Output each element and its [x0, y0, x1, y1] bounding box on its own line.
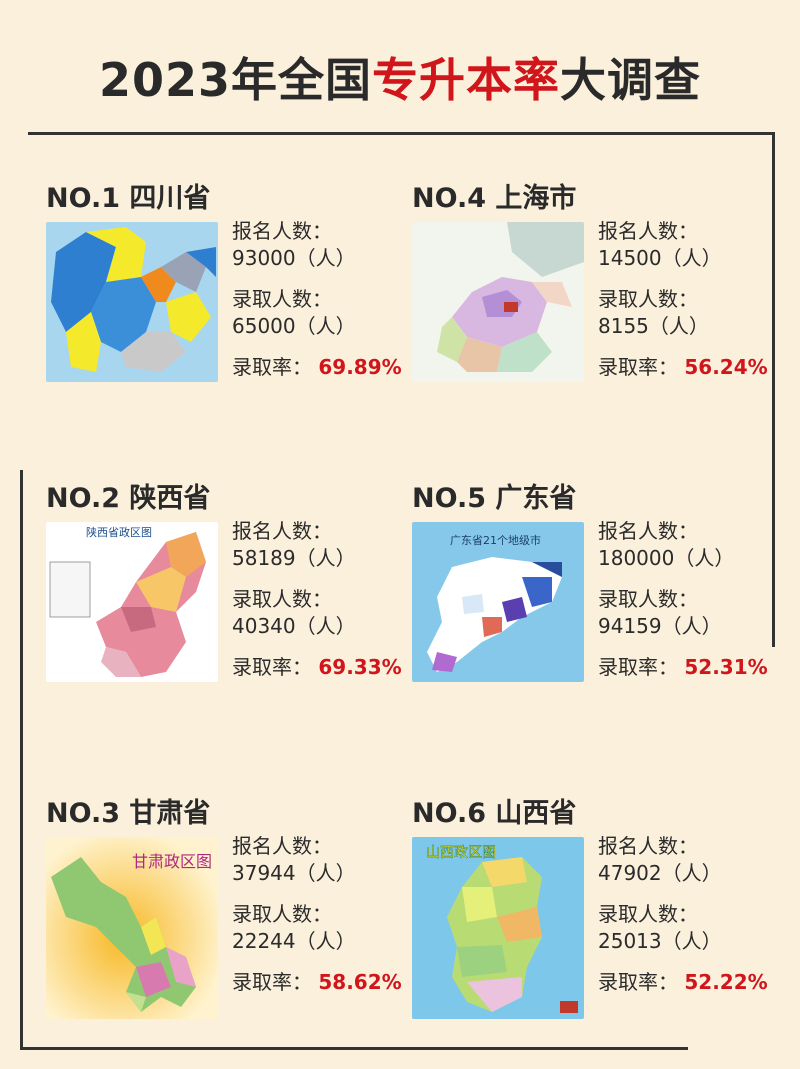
title-year: 2023年全国 [98, 53, 373, 107]
rank-card-6: NO.6 山西省 山西政区图 报名人数： 47902（人） 录取人数： 2501… [412, 791, 772, 1051]
rank-card-4: NO.4 上海市 报名人数： 14500（人） 录取人数： 8155（人） 录取… [412, 176, 772, 436]
applicants-label: 报名人数： [598, 519, 698, 543]
rate-value: 69.89% [318, 355, 402, 379]
frame-left-line [20, 470, 23, 1050]
rank-card-5: NO.5 广东省 广东省21个地级市 报名人数： 180000（人） 录取人数：… [412, 476, 772, 736]
page-title: 2023年全国专升本率大调查 [0, 44, 800, 110]
applicants-value: 14500（人） [598, 246, 722, 270]
rank-label: NO.3 [46, 798, 120, 829]
frame-bottom-line [20, 1047, 688, 1050]
applicants-label: 报名人数： [232, 219, 332, 243]
rank-card-3: NO.3 甘肃省 甘肃政区图 报名人数： 37944（人） 录取人数： 2224… [46, 791, 406, 1051]
gansu-map-icon: 甘肃政区图 [46, 837, 218, 1019]
admitted-value: 22244（人） [232, 929, 356, 953]
rank-label: NO.4 [412, 183, 486, 214]
applicants-label: 报名人数： [598, 834, 698, 858]
rate-value: 56.24% [684, 355, 768, 379]
shaanxi-map-icon: 陕西省政区图 [46, 522, 218, 682]
frame-right-line [772, 132, 775, 647]
rate-label: 录取率： [232, 655, 312, 679]
rank-label: NO.6 [412, 798, 486, 829]
admitted-label: 录取人数： [232, 902, 332, 926]
admitted-label: 录取人数： [598, 902, 698, 926]
shanghai-map-icon [412, 222, 584, 382]
map-title: 甘肃政区图 [132, 852, 212, 871]
admitted-value: 65000（人） [232, 314, 356, 338]
map-title: 广东省21个地级市 [450, 533, 541, 547]
region-label: 山西省 [495, 798, 577, 829]
rank-label: NO.2 [46, 483, 120, 514]
region-label: 陕西省 [129, 483, 211, 514]
card-heading: NO.1 四川省 [46, 176, 210, 215]
rate-value: 69.33% [318, 655, 402, 679]
frame-top-line [28, 132, 774, 135]
admitted-value: 25013（人） [598, 929, 722, 953]
admitted-value: 40340（人） [232, 614, 356, 638]
card-heading: NO.4 上海市 [412, 176, 576, 215]
card-heading: NO.2 陕西省 [46, 476, 210, 515]
applicants-label: 报名人数： [232, 834, 332, 858]
admitted-label: 录取人数： [598, 587, 698, 611]
card-stats: 报名人数： 37944（人） 录取人数： 22244（人） 录取率： 58.62… [232, 833, 402, 996]
card-heading: NO.3 甘肃省 [46, 791, 210, 830]
sichuan-map-icon [46, 222, 218, 382]
card-heading: NO.6 山西省 [412, 791, 576, 830]
rate-label: 录取率： [598, 655, 678, 679]
card-stats: 报名人数： 93000（人） 录取人数： 65000（人） 录取率： 69.89… [232, 218, 402, 381]
rate-label: 录取率： [232, 970, 312, 994]
admitted-label: 录取人数： [232, 287, 332, 311]
card-stats: 报名人数： 14500（人） 录取人数： 8155（人） 录取率： 56.24% [598, 218, 768, 381]
title-highlight: 专升本率 [372, 53, 561, 107]
admitted-label: 录取人数： [598, 287, 698, 311]
applicants-label: 报名人数： [232, 519, 332, 543]
applicants-value: 58189（人） [232, 546, 356, 570]
applicants-value: 93000（人） [232, 246, 356, 270]
region-label: 四川省 [129, 183, 211, 214]
region-label: 广东省 [495, 483, 577, 514]
rank-label: NO.5 [412, 483, 486, 514]
rate-value: 52.31% [684, 655, 768, 679]
rate-label: 录取率： [598, 970, 678, 994]
rank-card-1: NO.1 四川省 报名人数： 93000（人） 录取人数： 65000（人） 录… [46, 176, 406, 436]
map-title: 山西政区图 [426, 845, 496, 861]
rate-label: 录取率： [598, 355, 678, 379]
rank-label: NO.1 [46, 183, 120, 214]
card-heading: NO.5 广东省 [412, 476, 576, 515]
guangdong-map-icon: 广东省21个地级市 [412, 522, 584, 682]
applicants-value: 47902（人） [598, 861, 722, 885]
region-label: 上海市 [495, 183, 577, 214]
title-suffix: 大调查 [560, 53, 702, 107]
applicants-value: 37944（人） [232, 861, 356, 885]
rate-label: 录取率： [232, 355, 312, 379]
applicants-label: 报名人数： [598, 219, 698, 243]
admitted-value: 8155（人） [598, 314, 709, 338]
card-stats: 报名人数： 58189（人） 录取人数： 40340（人） 录取率： 69.33… [232, 518, 402, 681]
map-title: 陕西省政区图 [86, 525, 152, 539]
rank-card-2: NO.2 陕西省 陕西省政区图 报名人数： 58189（人） 录取人数： 403… [46, 476, 406, 736]
shanxi-map-icon: 山西政区图 [412, 837, 584, 1019]
admitted-label: 录取人数： [232, 587, 332, 611]
rate-value: 58.62% [318, 970, 402, 994]
region-label: 甘肃省 [129, 798, 211, 829]
card-stats: 报名人数： 180000（人） 录取人数： 94159（人） 录取率： 52.3… [598, 518, 768, 681]
admitted-value: 94159（人） [598, 614, 722, 638]
applicants-value: 180000（人） [598, 546, 735, 570]
card-stats: 报名人数： 47902（人） 录取人数： 25013（人） 录取率： 52.22… [598, 833, 768, 996]
rate-value: 52.22% [684, 970, 768, 994]
